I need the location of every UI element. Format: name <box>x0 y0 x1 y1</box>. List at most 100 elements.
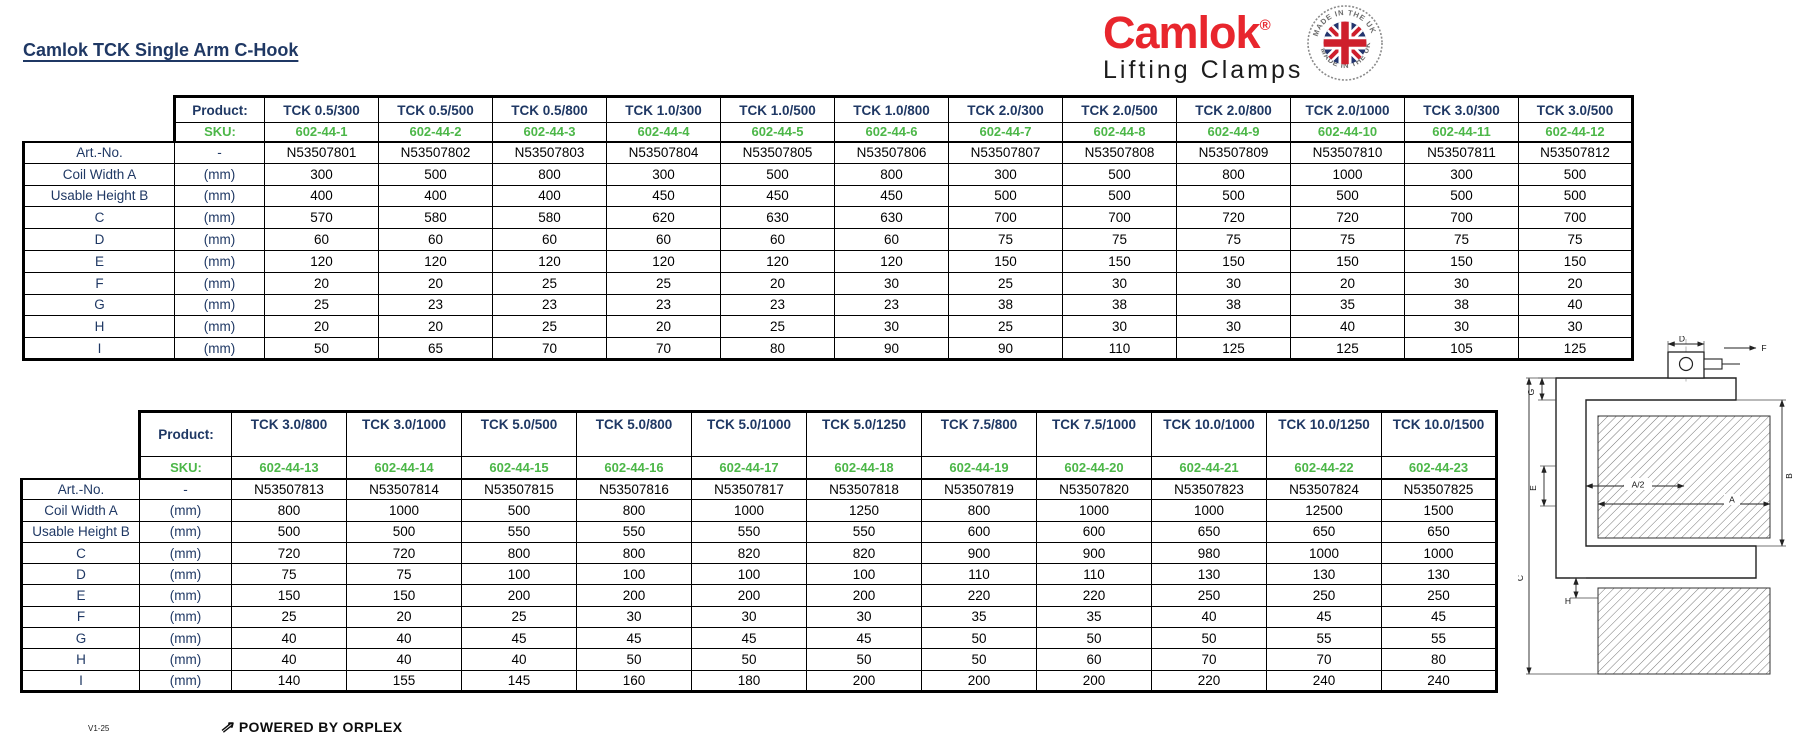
spec-row-label: C <box>20 541 140 565</box>
spec-value-cell: N53507803 <box>492 140 607 164</box>
spec-value-cell: 30 <box>834 271 949 295</box>
spec-value-cell: 25 <box>492 271 607 295</box>
spec-value-cell: 250 <box>1266 584 1382 607</box>
unit-cell: (mm) <box>139 541 232 565</box>
spec-value-cell: 50 <box>806 648 922 671</box>
unit-cell: (mm) <box>174 249 265 273</box>
blank-cell <box>22 457 140 479</box>
unit-cell: (mm) <box>139 605 232 629</box>
orplex-arrow-icon: ⇗ <box>220 719 234 736</box>
spec-value-cell: 50 <box>264 337 379 361</box>
sku-cell: 602-44-3 <box>492 122 607 143</box>
spec-table-large-models: Product: TCK 3.0/800 TCK 3.0/1000 TCK 5.0/5… <box>20 410 1498 693</box>
spec-value-cell: N53507805 <box>720 140 835 164</box>
spec-value-cell: 800 <box>576 541 692 565</box>
sku-cell: 602-44-15 <box>461 456 577 480</box>
spec-value-cell: 23 <box>834 293 949 317</box>
product-name-cell: TCK 2.0/800 <box>1176 95 1291 123</box>
spec-value-cell: 550 <box>806 520 922 543</box>
spec-row-label: E <box>22 249 175 273</box>
spec-value-cell: 75 <box>1290 228 1405 251</box>
product-name-cell: TCK 10.0/1250 <box>1266 410 1382 457</box>
spec-value-cell: 75 <box>1518 228 1634 251</box>
powered-by-text: POWERED BY ORPLEX <box>238 719 403 735</box>
spec-value-cell: 25 <box>231 605 347 629</box>
spec-value-cell: 30 <box>806 605 922 629</box>
spec-value-cell: N53507815 <box>461 477 577 501</box>
spec-value-cell: 720 <box>346 541 462 565</box>
product-name-cell: TCK 2.0/300 <box>948 95 1063 123</box>
spec-value-cell: 60 <box>378 228 493 251</box>
spec-value-cell: 300 <box>606 162 721 186</box>
product-name-cell: TCK 3.0/800 <box>231 410 347 457</box>
unit-cell: (mm) <box>174 206 265 230</box>
spec-value-cell: 45 <box>1381 605 1498 629</box>
spec-value-cell: 240 <box>1381 669 1498 693</box>
spec-value-cell: 30 <box>1176 315 1291 339</box>
product-name-cell: TCK 1.0/300 <box>606 95 721 123</box>
spec-value-cell: 100 <box>461 563 577 586</box>
spec-value-cell: 60 <box>834 228 949 251</box>
spec-value-cell: 70 <box>1151 648 1267 671</box>
unit-cell: - <box>139 477 232 501</box>
c-hook-technical-drawing: D F G E C A/2 A B H <box>1518 336 1794 675</box>
spec-value-cell: 40 <box>461 648 577 671</box>
spec-value-cell: N53507825 <box>1381 477 1498 501</box>
spec-value-cell: 700 <box>1404 206 1519 230</box>
dim-label-c: C <box>1518 575 1525 581</box>
spec-value-cell: 300 <box>264 162 379 186</box>
spec-row-i: I (mm) 50 65 70 70 80 90 90 110 125 125 105 125 <box>22 337 1634 361</box>
spec-value-cell: 30 <box>1062 315 1177 339</box>
spec-row-h: H (mm) 40 40 40 50 50 50 50 60 70 70 80 <box>20 648 1498 671</box>
product-name-cell: TCK 3.0/300 <box>1404 95 1519 123</box>
spec-value-cell: 100 <box>691 563 807 586</box>
spec-value-cell: 23 <box>720 293 835 317</box>
spec-value-cell: 800 <box>492 162 607 186</box>
spec-value-cell: 45 <box>806 627 922 650</box>
spec-value-cell: 38 <box>1062 293 1177 317</box>
unit-cell: (mm) <box>139 499 232 522</box>
spec-value-cell: 630 <box>834 206 949 230</box>
spec-value-cell: 40 <box>1151 605 1267 629</box>
spec-value-cell: 820 <box>806 541 922 565</box>
spec-value-cell: 1500 <box>1381 499 1498 522</box>
spec-value-cell: 1000 <box>1151 499 1267 522</box>
spec-row-label: H <box>20 648 140 671</box>
spec-value-cell: 130 <box>1151 563 1267 586</box>
spec-value-cell: 75 <box>1404 228 1519 251</box>
product-name-cell: TCK 5.0/1000 <box>691 410 807 457</box>
product-name-cell: TCK 10.0/1000 <box>1151 410 1267 457</box>
spec-value-cell: 70 <box>1266 648 1382 671</box>
spec-value-cell: 650 <box>1151 520 1267 543</box>
unit-cell: (mm) <box>174 184 265 208</box>
spec-row-label: Art.-No. <box>20 477 140 501</box>
spec-value-cell: 38 <box>1404 293 1519 317</box>
spec-value-cell: 50 <box>1151 627 1267 650</box>
product-name-cell: TCK 7.5/1000 <box>1036 410 1152 457</box>
spec-row-c: C (mm) 720 720 800 800 820 820 900 900 980 1000 1000 <box>20 541 1498 565</box>
spec-value-cell: 500 <box>1290 184 1405 208</box>
spec-value-cell: 20 <box>264 271 379 295</box>
sku-row: SKU: 602-44-1 602-44-2 602-44-3 602-44-4 602-… <box>24 122 1634 143</box>
c-hook-body <box>1555 339 1757 579</box>
spec-value-cell: 1000 <box>691 499 807 522</box>
spec-value-cell: 800 <box>576 499 692 522</box>
spec-value-cell: 25 <box>264 293 379 317</box>
spec-value-cell: 200 <box>461 584 577 607</box>
spec-value-cell: 800 <box>1176 162 1291 186</box>
spec-value-cell: 40 <box>231 648 347 671</box>
spec-value-cell: 500 <box>948 184 1063 208</box>
spec-value-cell: 1000 <box>1290 162 1405 186</box>
unit-cell: (mm) <box>139 520 232 543</box>
spec-value-cell: 80 <box>1381 648 1498 671</box>
product-name-cell: TCK 10.0/1500 <box>1381 410 1498 457</box>
spec-value-cell: 80 <box>720 337 835 361</box>
spec-value-cell: 125 <box>1290 337 1405 361</box>
spec-value-cell: 500 <box>1062 162 1177 186</box>
spec-value-cell: 50 <box>1036 627 1152 650</box>
spec-value-cell: 75 <box>948 228 1063 251</box>
spec-row-d: D (mm) 75 75 100 100 100 100 110 110 130 130 130 <box>20 563 1498 586</box>
spec-row-h: H (mm) 20 20 25 20 25 30 25 30 30 40 30 30 <box>22 315 1634 339</box>
spec-value-cell: N53507816 <box>576 477 692 501</box>
spec-value-cell: 800 <box>921 499 1037 522</box>
